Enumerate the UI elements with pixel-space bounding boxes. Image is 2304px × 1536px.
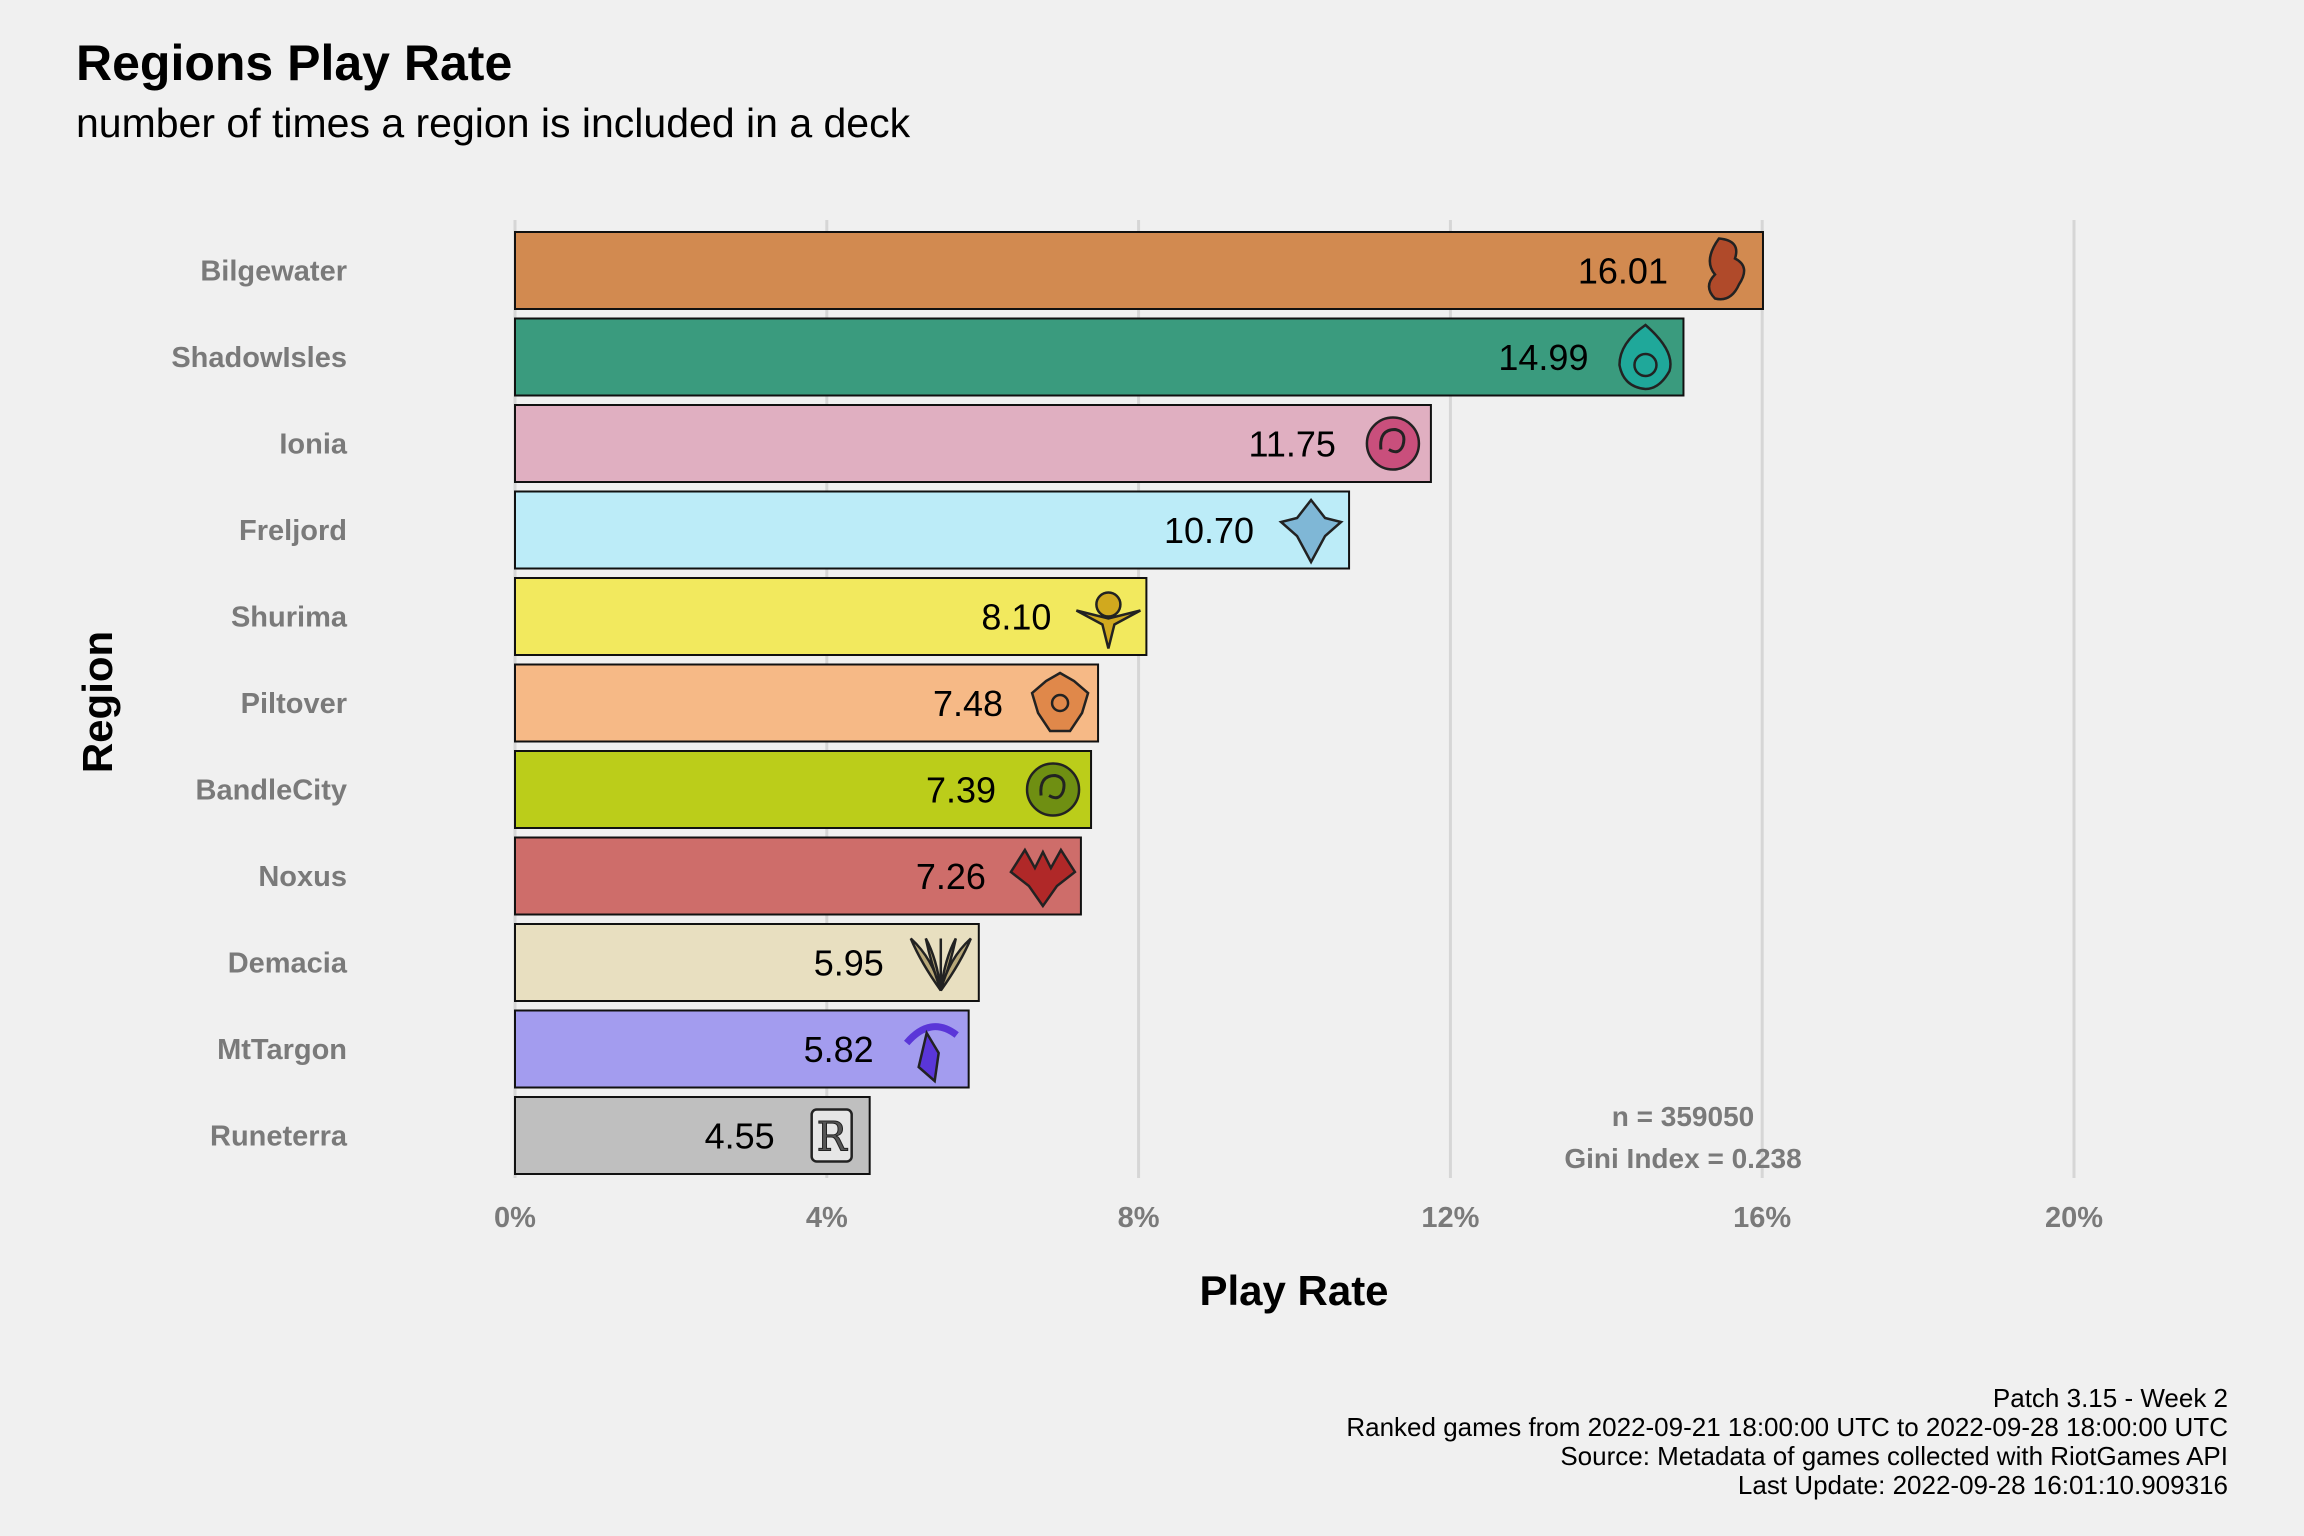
category-label: Demacia [228, 948, 348, 980]
value-label: 14.99 [1498, 337, 1588, 378]
category-label: BandleCity [196, 775, 347, 807]
freljord-icon [1278, 497, 1344, 565]
noxus-icon [1009, 847, 1077, 909]
piltover-icon [1030, 671, 1090, 733]
category-label: Freljord [239, 515, 347, 547]
value-label: 11.75 [1248, 424, 1335, 465]
shadowisles-icon [1618, 323, 1672, 391]
bandlecity-icon [1025, 762, 1081, 817]
bar-bandlecity [514, 750, 1093, 829]
x-tick-label: 12% [1421, 1202, 1479, 1234]
bars: 16.01 14.99 11.75 10.70 8.10 7.48 7.39 7.26 5.95… [514, 231, 1764, 1175]
category-labels: Bilgewater ShadowIsles Ionia Freljord Shurim… [171, 256, 348, 1153]
value-label: 5.82 [804, 1029, 874, 1070]
category-label: Piltover [241, 688, 347, 720]
bar-shadowisles [514, 317, 1685, 397]
chart-title: Regions Play Rate [76, 35, 513, 91]
value-label: 8.10 [981, 597, 1051, 638]
category-label: ShadowIsles [171, 342, 347, 374]
shurima-icon [1075, 591, 1141, 649]
caption-line-source: Source: Metadata of games collected with… [1560, 1441, 2228, 1471]
ionia-icon [1365, 416, 1421, 471]
bar-bilgewater [514, 231, 1764, 310]
bar-mttargon [514, 1009, 970, 1089]
value-label: 7.48 [933, 683, 1003, 724]
x-axis-title: Play Rate [1199, 1267, 1388, 1314]
category-label: Runeterra [210, 1121, 348, 1153]
category-label: MtTargon [217, 1034, 347, 1066]
x-tick-labels: 0% 4% 8% 12% 16% 20% [494, 1202, 2103, 1234]
y-axis-title: Region [74, 631, 121, 773]
category-label: Bilgewater [200, 256, 347, 288]
bar-piltover [514, 663, 1100, 743]
x-tick-label: 16% [1733, 1202, 1791, 1234]
mttargon-icon [904, 1023, 959, 1084]
bilgewater-icon [1707, 237, 1746, 301]
chart-subtitle: number of times a region is included in … [76, 100, 911, 146]
runeterra-icon: R [810, 1108, 853, 1163]
gini-index-annotation: Gini Index = 0.238 [1564, 1143, 1801, 1174]
category-label: Noxus [258, 861, 347, 893]
demacia-icon [909, 937, 972, 992]
caption-line-range: Ranked games from 2022-09-21 18:00:00 UT… [1346, 1412, 2228, 1442]
x-tick-label: 20% [2045, 1202, 2103, 1234]
bar-shurima [514, 577, 1148, 656]
x-tick-label: 4% [806, 1202, 848, 1234]
svg-text:R: R [817, 1115, 849, 1161]
bar-freljord [514, 490, 1351, 570]
category-label: Shurima [231, 602, 348, 634]
x-tick-label: 8% [1118, 1202, 1160, 1234]
value-label: 7.39 [926, 770, 996, 811]
category-label: Ionia [279, 429, 348, 461]
value-label: 16.01 [1578, 251, 1668, 292]
caption-line-patch: Patch 3.15 - Week 2 [1992, 1383, 2228, 1413]
value-label: 7.26 [916, 856, 986, 897]
caption-line-update: Last Update: 2022-09-28 16:01:10.909316 [1737, 1470, 2228, 1500]
bar-demacia [514, 923, 980, 1002]
value-label: 4.55 [705, 1116, 775, 1157]
bar-ionia [514, 404, 1432, 483]
value-label: 10.70 [1164, 510, 1254, 551]
value-label: 5.95 [814, 943, 884, 984]
x-tick-label: 0% [494, 1202, 536, 1234]
bar-noxus [514, 836, 1082, 916]
caption: Patch 3.15 - Week 2 Ranked games from 20… [1346, 1384, 2228, 1500]
sample-size-annotation: n = 359050 [1612, 1101, 1754, 1132]
